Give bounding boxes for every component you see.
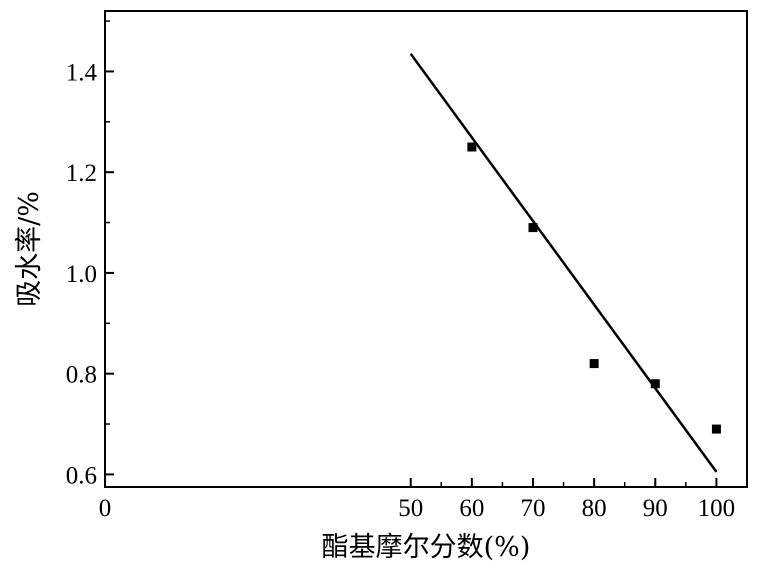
plot-frame bbox=[104, 10, 748, 488]
fit-line-group bbox=[409, 53, 718, 473]
data-points bbox=[467, 142, 721, 434]
x-tick-label-1: 50 bbox=[398, 495, 423, 522]
x-tick-label-6: 100 bbox=[698, 495, 736, 522]
data-point-0 bbox=[467, 142, 477, 152]
y-tick-label-0: 0.6 bbox=[66, 462, 97, 489]
y-tick-label-4: 1.4 bbox=[66, 59, 98, 86]
y-tick-label-3: 1.2 bbox=[66, 160, 97, 187]
data-point-2 bbox=[589, 359, 599, 369]
x-axis-title: 酯基摩尔分数(%) bbox=[322, 532, 531, 563]
fit-line bbox=[409, 53, 718, 473]
data-point-1 bbox=[528, 223, 538, 233]
x-tick-label-2: 60 bbox=[459, 495, 484, 522]
axis-ticks bbox=[105, 20, 718, 487]
tick-labels: 0 50 60 70 80 90 100 0.6 0.8 1.0 1.2 1.4 bbox=[66, 59, 735, 522]
y-tick-label-1: 0.8 bbox=[66, 362, 97, 389]
data-point-3 bbox=[650, 379, 660, 389]
x-tick-label-4: 80 bbox=[582, 495, 607, 522]
data-point-4 bbox=[711, 424, 721, 434]
y-axis-title: 吸水率/% bbox=[14, 191, 45, 307]
y-tick-label-2: 1.0 bbox=[66, 261, 97, 288]
x-tick-label-0: 0 bbox=[99, 495, 112, 522]
x-tick-label-3: 70 bbox=[521, 495, 546, 522]
x-tick-label-5: 90 bbox=[643, 495, 668, 522]
